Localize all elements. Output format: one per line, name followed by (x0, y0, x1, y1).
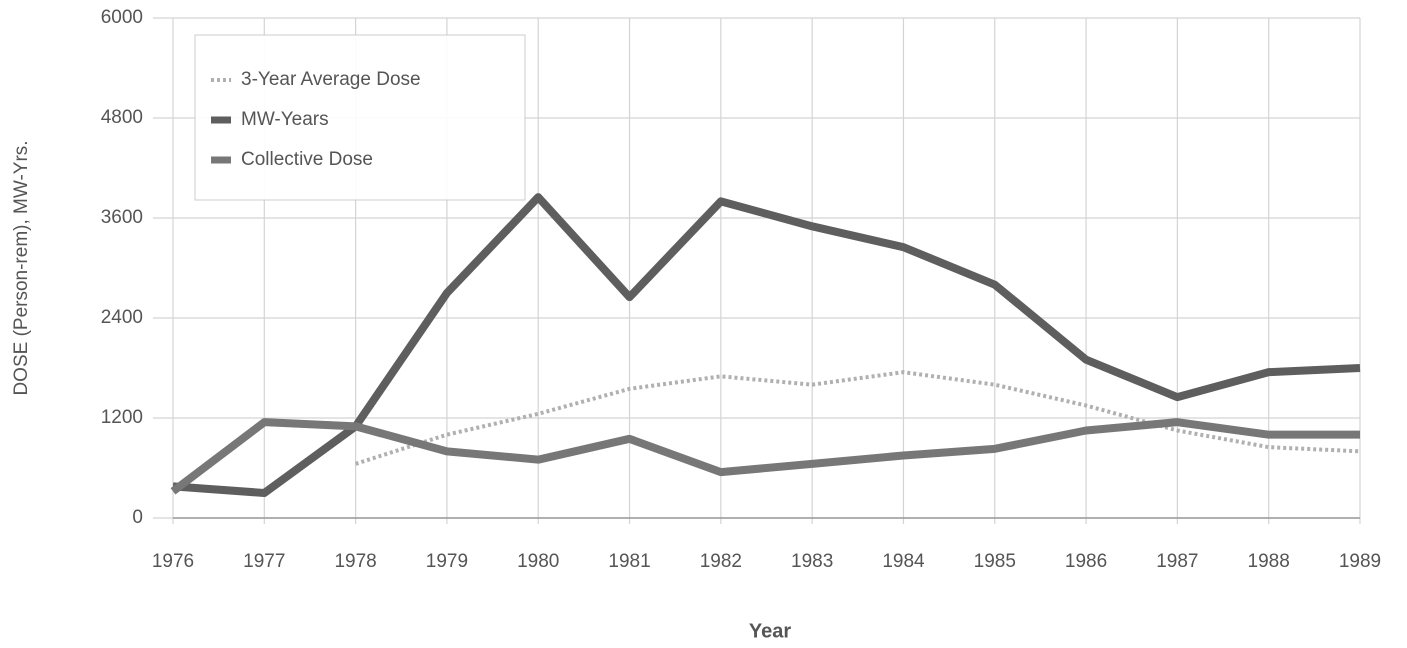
y-tick-label: 3600 (101, 207, 143, 228)
y-axis-title: DOSE (Person-rem), MW-Yrs. (11, 140, 32, 395)
x-tick-label: 1984 (882, 551, 925, 572)
x-tick-label: 1981 (608, 551, 650, 572)
legend-label: MW-Years (241, 109, 329, 130)
y-tick-label: 6000 (101, 7, 143, 28)
legend-label: Collective Dose (241, 149, 373, 170)
series-line (170, 418, 1360, 495)
x-tick-label: 1977 (243, 551, 285, 572)
x-tick-label: 1980 (517, 551, 559, 572)
x-axis-title: Year (749, 620, 791, 642)
x-tick-label: 1987 (1156, 551, 1198, 572)
x-tick-label: 1989 (1339, 551, 1381, 572)
x-tick-label: 1978 (334, 551, 376, 572)
y-tick-label: 1200 (101, 407, 143, 428)
y-tick-label: 0 (132, 507, 143, 528)
legend-label: 3-Year Average Dose (241, 69, 421, 90)
series-line (172, 193, 1361, 497)
x-tick-label: 1982 (700, 551, 742, 572)
x-tick-label: 1979 (426, 551, 468, 572)
x-tick-label: 1976 (152, 551, 194, 572)
x-tick-label: 1985 (974, 551, 1016, 572)
x-tick-label: 1986 (1065, 551, 1107, 572)
x-tick-label: 1983 (791, 551, 833, 572)
legend-box (194, 34, 526, 201)
y-tick-label: 4800 (101, 107, 143, 128)
y-tick-label: 2400 (101, 307, 143, 328)
x-tick-label: 1988 (1248, 551, 1290, 572)
